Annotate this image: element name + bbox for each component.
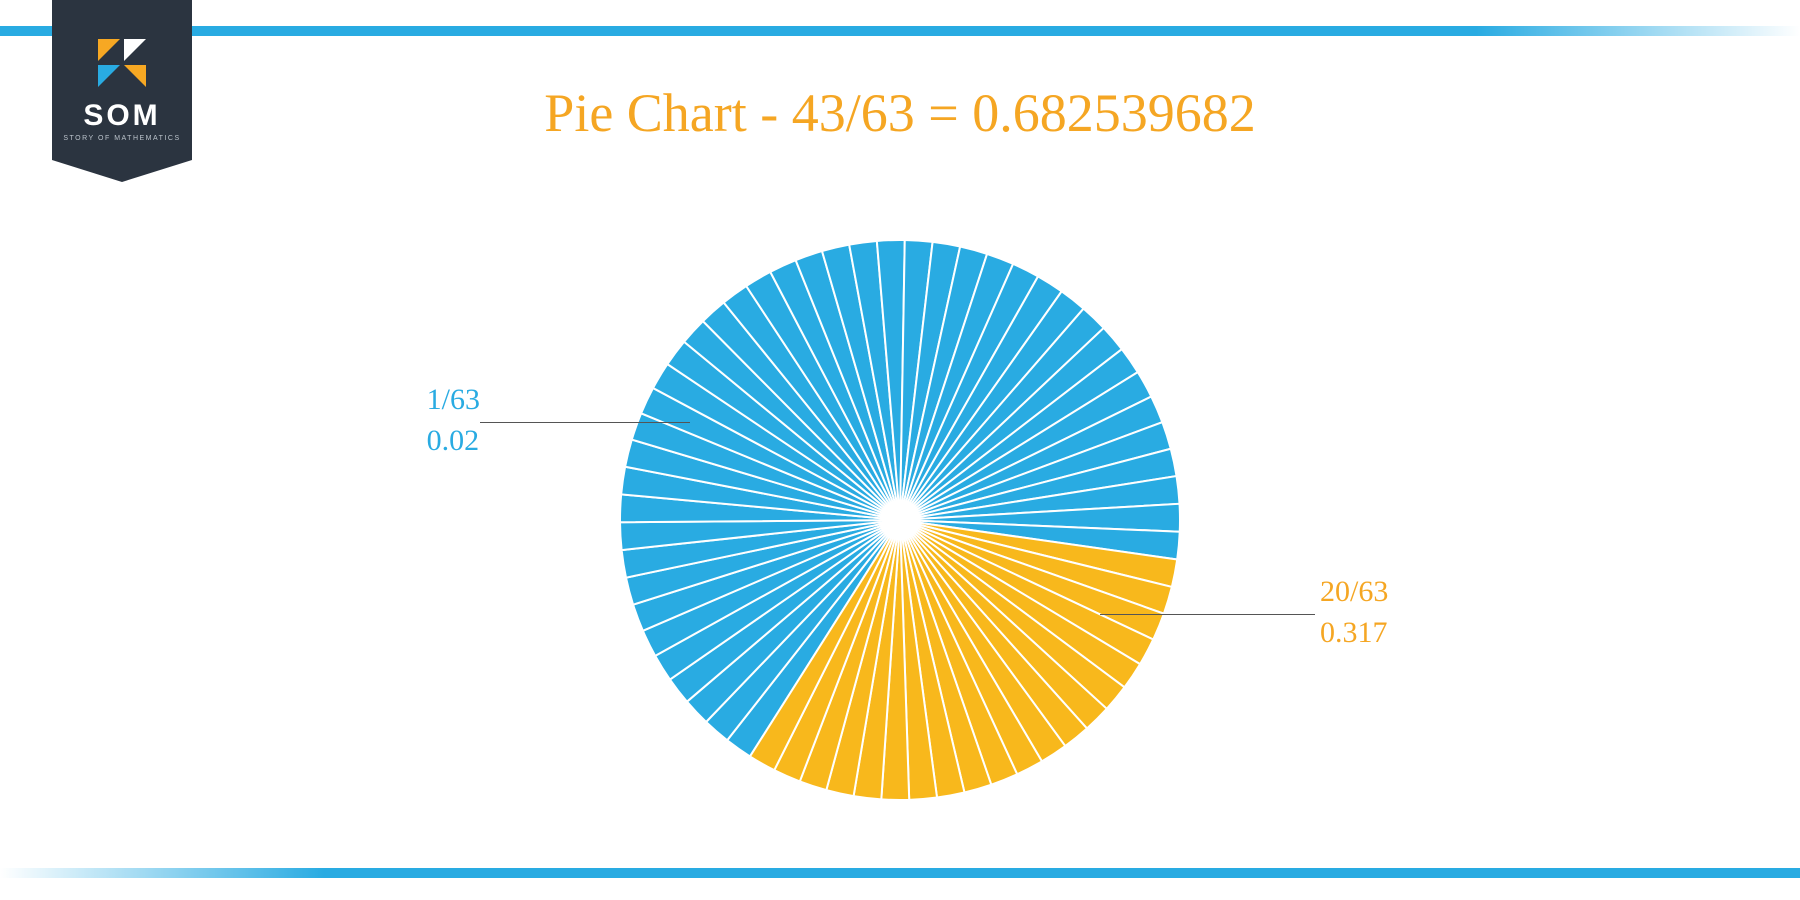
leader-line-left (480, 422, 690, 423)
pie-chart: 1/63 0.02 20/63 0.317 (620, 240, 1180, 800)
leader-line-right (1100, 614, 1315, 615)
logo-icon (96, 37, 148, 89)
slice-label-decimal: 0.317 (1320, 613, 1388, 654)
slice-label-yellow: 20/63 0.317 (1320, 572, 1388, 653)
slice-label-decimal: 0.02 (427, 421, 480, 462)
chart-title: Pie Chart - 43/63 = 0.682539682 (0, 82, 1800, 144)
slice-label-fraction: 20/63 (1320, 572, 1388, 613)
chart-area: 1/63 0.02 20/63 0.317 (0, 180, 1800, 860)
slice-label-fraction: 1/63 (427, 380, 480, 421)
top-accent-bar (0, 26, 1800, 36)
slice-label-blue: 1/63 0.02 (427, 380, 480, 461)
bottom-accent-bar (0, 868, 1800, 878)
